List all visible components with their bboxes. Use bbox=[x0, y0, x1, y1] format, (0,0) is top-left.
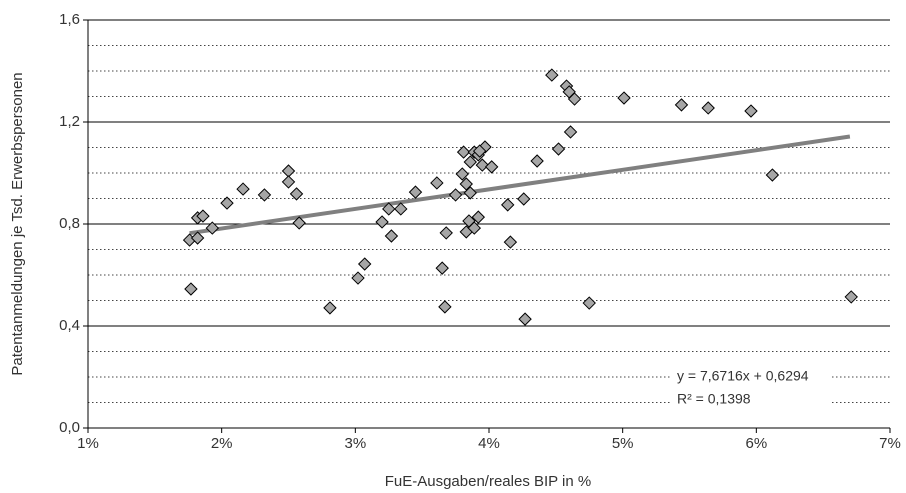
point bbox=[545, 68, 559, 82]
point bbox=[220, 196, 234, 210]
point bbox=[518, 312, 532, 326]
point bbox=[475, 158, 490, 172]
point bbox=[435, 261, 449, 275]
annotation: y = 7,6716x + 0,6294 bbox=[677, 368, 809, 384]
point bbox=[281, 175, 296, 189]
point bbox=[430, 176, 444, 190]
point bbox=[184, 282, 198, 296]
point bbox=[701, 101, 715, 115]
point bbox=[530, 154, 544, 168]
point bbox=[384, 229, 399, 243]
x-tick-label: 6% bbox=[745, 435, 767, 452]
point bbox=[455, 167, 469, 181]
x-tick-label: 2% bbox=[211, 435, 233, 452]
point bbox=[459, 177, 473, 191]
point bbox=[463, 155, 477, 169]
point bbox=[844, 290, 858, 304]
annotation-box bbox=[670, 364, 830, 410]
y-tick-label: 1,2 bbox=[59, 113, 80, 130]
y-tick-label: 0,0 bbox=[59, 419, 80, 436]
point bbox=[463, 186, 477, 200]
point bbox=[408, 185, 423, 199]
point bbox=[501, 198, 515, 212]
point bbox=[484, 160, 499, 174]
point bbox=[236, 182, 250, 196]
point bbox=[744, 104, 758, 118]
point bbox=[292, 216, 306, 230]
point bbox=[281, 164, 296, 178]
point bbox=[563, 125, 578, 139]
point bbox=[448, 188, 463, 202]
y-tick-label: 0,8 bbox=[59, 215, 80, 232]
point bbox=[205, 221, 220, 235]
point bbox=[382, 202, 396, 216]
point bbox=[765, 168, 780, 182]
annotation: R² = 0,1398 bbox=[677, 391, 751, 407]
point bbox=[472, 144, 487, 158]
x-tick-label: 1% bbox=[77, 435, 99, 452]
point bbox=[351, 271, 365, 285]
x-tick-label: 3% bbox=[344, 435, 366, 452]
point bbox=[190, 231, 205, 245]
point bbox=[257, 188, 272, 202]
x-tick-label: 7% bbox=[879, 435, 901, 452]
point bbox=[456, 145, 471, 159]
point bbox=[467, 221, 482, 235]
point bbox=[503, 235, 518, 249]
x-axis-title: FuE-Ausgaben/reales BIP in % bbox=[385, 473, 592, 490]
point bbox=[439, 226, 453, 240]
y-axis-title: Patentanmeldungen je Tsd. Erwerbspersone… bbox=[9, 72, 26, 375]
y-tick-label: 1,6 bbox=[59, 11, 80, 28]
x-tick-label: 4% bbox=[478, 435, 500, 452]
point bbox=[471, 210, 486, 224]
point bbox=[517, 192, 531, 206]
y-tick-label: 0,4 bbox=[59, 317, 80, 334]
point bbox=[438, 300, 452, 314]
point bbox=[551, 142, 566, 156]
point bbox=[674, 98, 689, 112]
point bbox=[567, 92, 582, 106]
point bbox=[394, 202, 408, 216]
x-tick-label: 5% bbox=[612, 435, 634, 452]
point bbox=[323, 301, 337, 315]
point bbox=[582, 296, 596, 310]
point bbox=[617, 91, 631, 105]
point bbox=[375, 215, 389, 229]
point bbox=[357, 257, 372, 271]
point bbox=[196, 209, 210, 223]
point bbox=[289, 187, 304, 201]
